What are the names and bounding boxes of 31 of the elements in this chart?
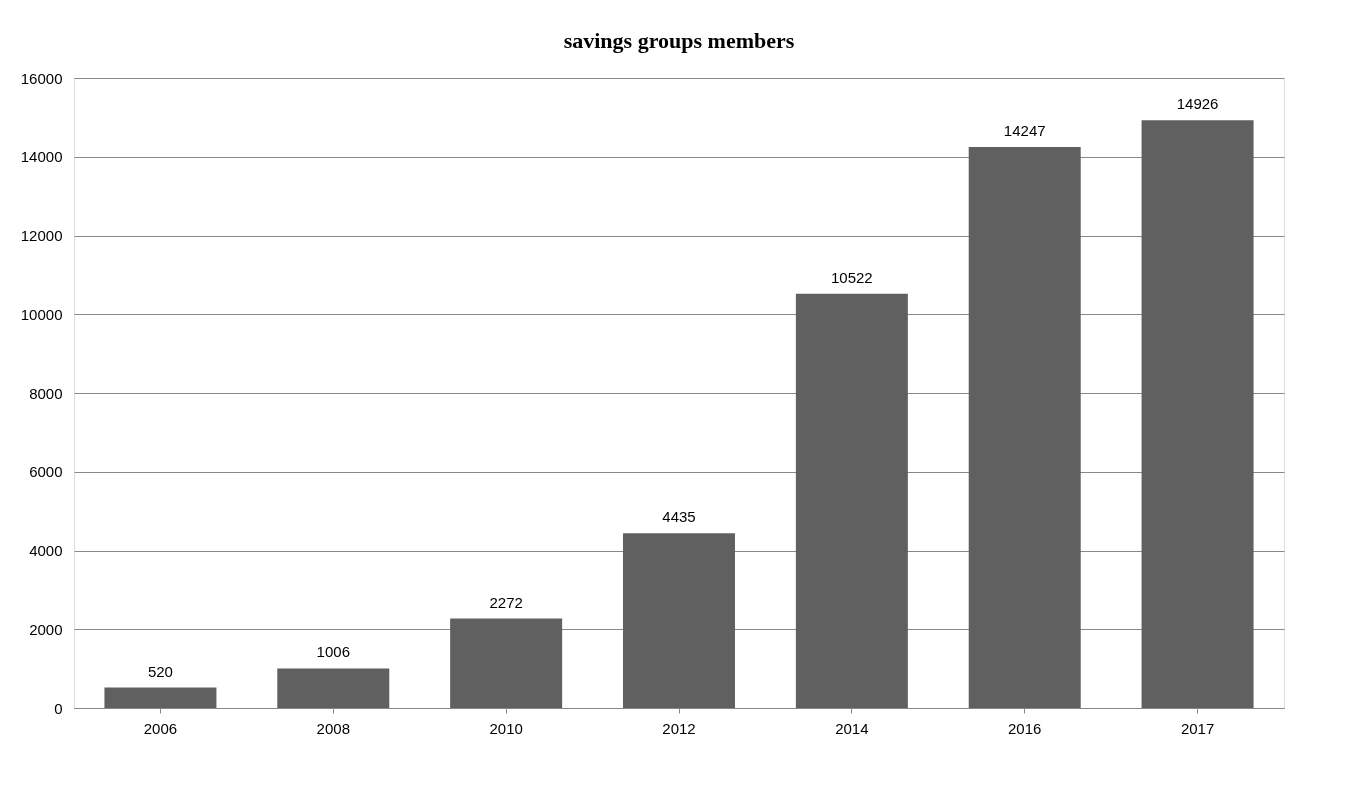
- bar: [795, 293, 908, 708]
- x-tick-label: 2010: [489, 719, 523, 737]
- data-label: 14926: [1176, 95, 1219, 113]
- y-tick-label: 6000: [29, 463, 63, 481]
- data-label: 4435: [662, 508, 696, 526]
- x-tick-label: 2012: [662, 719, 696, 737]
- bar: [968, 147, 1081, 708]
- x-tick-label: 2008: [316, 719, 350, 737]
- x-tick-label: 2014: [835, 719, 869, 737]
- y-tick-label: 14000: [20, 148, 63, 166]
- y-tick-label: 16000: [20, 69, 63, 87]
- data-label: 520: [147, 662, 173, 680]
- data-label: 2272: [489, 593, 523, 611]
- y-tick-label: 12000: [20, 227, 63, 244]
- bar: [104, 687, 217, 708]
- y-tick-label: 10000: [20, 305, 63, 323]
- bar: [1141, 120, 1254, 708]
- bar: [623, 533, 735, 708]
- y-tick-label: 2000: [29, 620, 63, 638]
- data-label: 1006: [316, 643, 350, 661]
- bar: [277, 668, 390, 708]
- y-tick-label: 8000: [29, 384, 63, 402]
- x-tick-label: 2006: [143, 719, 178, 737]
- data-label: 14247: [1003, 122, 1046, 140]
- bar: [450, 618, 563, 708]
- x-tick-label: 2017: [1180, 719, 1215, 737]
- x-tick-label: 2016: [1008, 719, 1042, 737]
- y-tick-label: 0: [54, 699, 63, 717]
- chart-title: savings groups members: [563, 28, 795, 53]
- y-tick-label: 4000: [29, 542, 63, 559]
- data-label: 10522: [831, 268, 873, 286]
